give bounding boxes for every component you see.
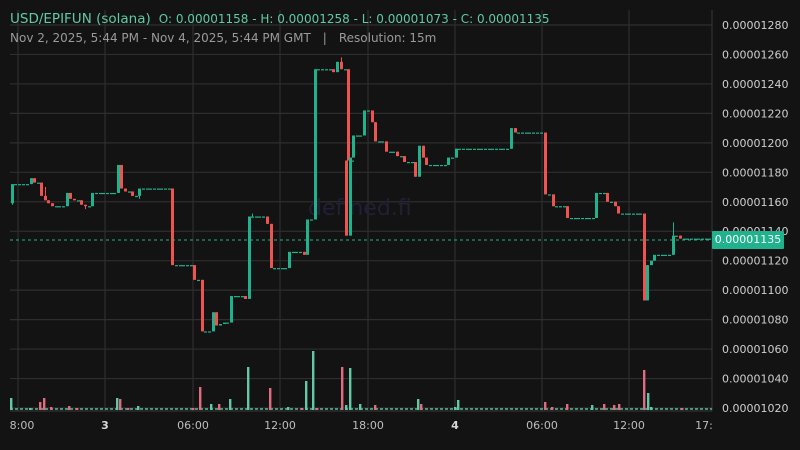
price-tick-label: 0.00001080 (722, 314, 788, 327)
volume-bars (10, 351, 712, 410)
price-tick-label: 0.00001120 (722, 255, 788, 268)
price-tick-label: 0.00001040 (722, 373, 788, 386)
pair-title: USD/EPIFUN (solana) (10, 11, 151, 27)
price-tick-label: 0.00001160 (722, 196, 788, 209)
time-tick-label: 06:00 (177, 419, 209, 432)
time-axis[interactable]: 8:00 3 06:00 12:00 18:00 4 06:00 12:00 17: (10, 419, 713, 432)
candlesticks (11, 57, 711, 333)
price-tick-label: 0.00001240 (722, 78, 788, 91)
time-tick-label: 3 (101, 419, 109, 432)
resolution-label: Resolution: 15m (338, 31, 437, 45)
price-tick-label: 0.00001220 (722, 107, 788, 120)
ohlc-values: O: 0.00001158 - H: 0.00001258 - L: 0.000… (158, 12, 550, 26)
price-tick-label: 0.00001020 (722, 402, 788, 415)
time-tick-label: 12:00 (613, 419, 645, 432)
chart-subtitle: Nov 2, 2025, 5:44 PM - Nov 4, 2025, 5:44… (10, 31, 550, 45)
time-tick-label: 8:00 (10, 419, 35, 432)
chart-header: USD/EPIFUN (solana) O: 0.00001158 - H: 0… (10, 11, 550, 45)
separator: | (322, 31, 327, 45)
price-tick-label: 0.00001180 (722, 166, 788, 179)
price-tick-label: 0.00001260 (722, 48, 788, 61)
watermark: defined.fi (308, 196, 412, 221)
last-price-tag: 0.00001135 (712, 231, 784, 249)
price-axis[interactable]: 0.00001280 0.00001260 0.00001240 0.00001220… (722, 19, 788, 415)
time-tick-label: 06:00 (526, 419, 558, 432)
time-tick-label: 18:00 (352, 419, 384, 432)
price-tick-label: 0.00001200 (722, 137, 788, 150)
price-tick-label: 0.00001100 (722, 284, 788, 297)
time-tick-label: 12:00 (264, 419, 296, 432)
time-tick-label: 4 (451, 419, 459, 432)
price-tick-label: 0.00001280 (722, 19, 788, 32)
date-range: Nov 2, 2025, 5:44 PM - Nov 4, 2025, 5:44… (10, 31, 311, 45)
price-tick-label: 0.00001060 (722, 343, 788, 356)
time-tick-label: 17: (695, 419, 713, 432)
